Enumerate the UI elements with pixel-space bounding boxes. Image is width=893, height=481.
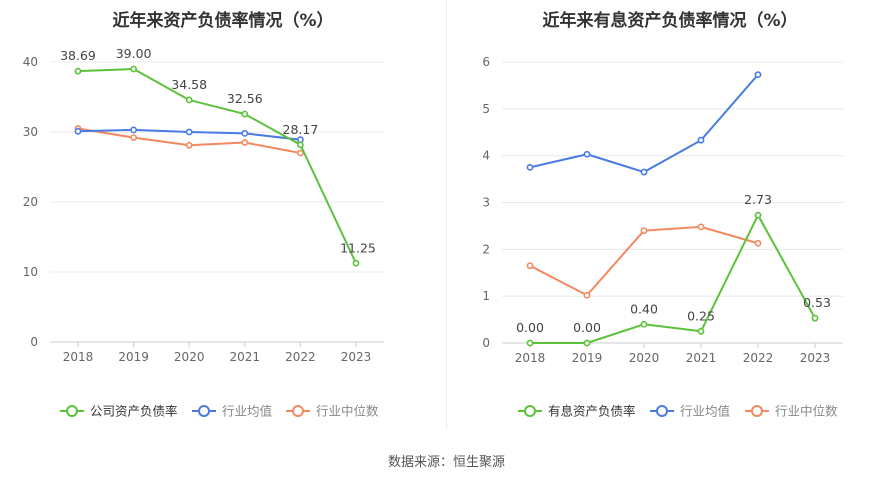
data-label: 0.00 bbox=[516, 320, 544, 335]
x-tick-label: 2021 bbox=[230, 350, 261, 364]
series-line bbox=[529, 73, 759, 174]
y-tick-label: 3 bbox=[482, 196, 490, 210]
data-point[interactable] bbox=[526, 262, 534, 270]
data-point[interactable] bbox=[697, 136, 705, 144]
legend-label: 行业均值 bbox=[222, 404, 272, 419]
left-chart-panel: 近年来资产负债率情况（%） 0 10 20 30 40 2018 2019 2020 2021 2… bbox=[0, 0, 446, 440]
legend-item[interactable]: 有息资产负债率 bbox=[518, 404, 636, 419]
x-tick-label: 2021 bbox=[686, 351, 717, 365]
data-point[interactable] bbox=[74, 127, 82, 135]
data-point[interactable] bbox=[130, 65, 137, 73]
y-tick-label: 1 bbox=[482, 289, 490, 303]
y-tick-label: 6 bbox=[482, 55, 490, 69]
legend-label: 公司资产负债率 bbox=[90, 404, 178, 419]
data-point[interactable] bbox=[241, 129, 249, 137]
x-tick-label: 2022 bbox=[743, 351, 774, 365]
data-point[interactable] bbox=[185, 141, 193, 149]
series-line bbox=[530, 214, 816, 344]
legend-marker-icon bbox=[656, 405, 668, 417]
x-tick-label: 2019 bbox=[572, 351, 603, 365]
legend-label: 行业中位数 bbox=[316, 404, 379, 419]
data-point[interactable] bbox=[526, 163, 534, 171]
legend-label: 有息资产负债率 bbox=[548, 404, 636, 419]
x-tick-label: 2023 bbox=[800, 351, 831, 365]
data-point[interactable] bbox=[754, 239, 762, 247]
series-line bbox=[77, 68, 357, 264]
data-label: 34.58 bbox=[171, 77, 207, 92]
data-point[interactable] bbox=[811, 314, 819, 322]
legend-item[interactable]: 行业均值 bbox=[650, 404, 730, 419]
y-tick-label: 5 bbox=[482, 102, 490, 116]
data-label: 11.25 bbox=[340, 240, 376, 255]
legend-item[interactable]: 行业中位数 bbox=[286, 404, 379, 419]
x-tick-label: 2018 bbox=[63, 350, 94, 364]
data-label: 0.40 bbox=[630, 301, 658, 316]
x-tick-label: 2019 bbox=[118, 350, 149, 364]
data-point[interactable] bbox=[697, 327, 705, 335]
data-point[interactable] bbox=[583, 150, 591, 158]
legend-marker-icon bbox=[198, 405, 210, 417]
legend-label: 行业中位数 bbox=[775, 404, 838, 419]
data-point[interactable] bbox=[241, 139, 249, 146]
data-label: 0.53 bbox=[803, 295, 831, 310]
data-label: 2.73 bbox=[744, 192, 772, 207]
x-tick-label: 2018 bbox=[515, 351, 546, 365]
data-point[interactable] bbox=[185, 128, 193, 136]
data-label: 0.25 bbox=[687, 308, 715, 323]
data-point[interactable] bbox=[640, 320, 648, 328]
data-point[interactable] bbox=[74, 67, 82, 75]
data-point[interactable] bbox=[296, 149, 304, 157]
legend-marker-icon bbox=[524, 405, 536, 417]
data-label: 39.00 bbox=[116, 46, 152, 61]
data-point[interactable] bbox=[130, 134, 137, 141]
data-point[interactable] bbox=[583, 339, 591, 347]
legend-marker-icon bbox=[66, 405, 78, 417]
right-chart-plot: 0 1 2 3 4 5 6 2018 2019 2020 2021 2022 2023 0.00 0.00 0… bbox=[482, 55, 843, 419]
left-chart-title: 近年来资产负债率情况（%） bbox=[112, 11, 334, 31]
right-chart-title: 近年来有息资产负债率情况（%） bbox=[542, 11, 798, 31]
legend-item[interactable]: 行业中位数 bbox=[745, 404, 838, 419]
x-tick-label: 2020 bbox=[174, 350, 205, 364]
data-point[interactable] bbox=[583, 291, 591, 299]
data-label: 28.17 bbox=[283, 122, 319, 137]
legend-marker-icon bbox=[292, 405, 304, 417]
y-tick-label: 0 bbox=[30, 335, 38, 349]
data-point[interactable] bbox=[296, 141, 304, 149]
data-point[interactable] bbox=[697, 223, 705, 231]
data-point[interactable] bbox=[241, 110, 249, 118]
y-tick-label: 0 bbox=[482, 336, 490, 350]
y-tick-label: 10 bbox=[23, 265, 38, 279]
x-tick-label: 2022 bbox=[285, 350, 316, 364]
data-point[interactable] bbox=[754, 211, 762, 219]
data-label: 32.56 bbox=[227, 91, 263, 106]
data-label: 0.00 bbox=[573, 320, 601, 335]
data-point[interactable] bbox=[640, 227, 648, 234]
y-tick-label: 30 bbox=[23, 125, 38, 139]
data-point[interactable] bbox=[754, 71, 762, 79]
y-tick-label: 20 bbox=[23, 195, 38, 209]
legend-item[interactable]: 行业均值 bbox=[192, 404, 272, 419]
y-tick-label: 2 bbox=[482, 242, 490, 256]
left-chart-plot: 0 10 20 30 40 2018 2019 2020 2021 2022 2023 38.69 39… bbox=[23, 46, 384, 419]
legend-item[interactable]: 公司资产负债率 bbox=[60, 404, 178, 419]
data-point[interactable] bbox=[640, 168, 648, 176]
x-tick-label: 2020 bbox=[629, 351, 660, 365]
panel-divider bbox=[446, 0, 447, 430]
data-point[interactable] bbox=[185, 96, 193, 104]
x-tick-label: 2023 bbox=[341, 350, 372, 364]
legend-label: 行业均值 bbox=[680, 404, 730, 419]
legend-marker-icon bbox=[751, 405, 763, 417]
data-point[interactable] bbox=[352, 259, 360, 267]
y-tick-label: 4 bbox=[482, 149, 490, 163]
y-tick-label: 40 bbox=[23, 55, 38, 69]
data-point[interactable] bbox=[130, 126, 137, 134]
right-chart-panel: 近年来有息资产负债率情况（%） 0 1 2 3 4 5 6 2018 2019 2020 2021 2… bbox=[447, 0, 893, 440]
data-source-note: 数据来源：恒生聚源 bbox=[387, 455, 505, 470]
data-label: 38.69 bbox=[60, 48, 96, 63]
data-point[interactable] bbox=[526, 339, 534, 347]
